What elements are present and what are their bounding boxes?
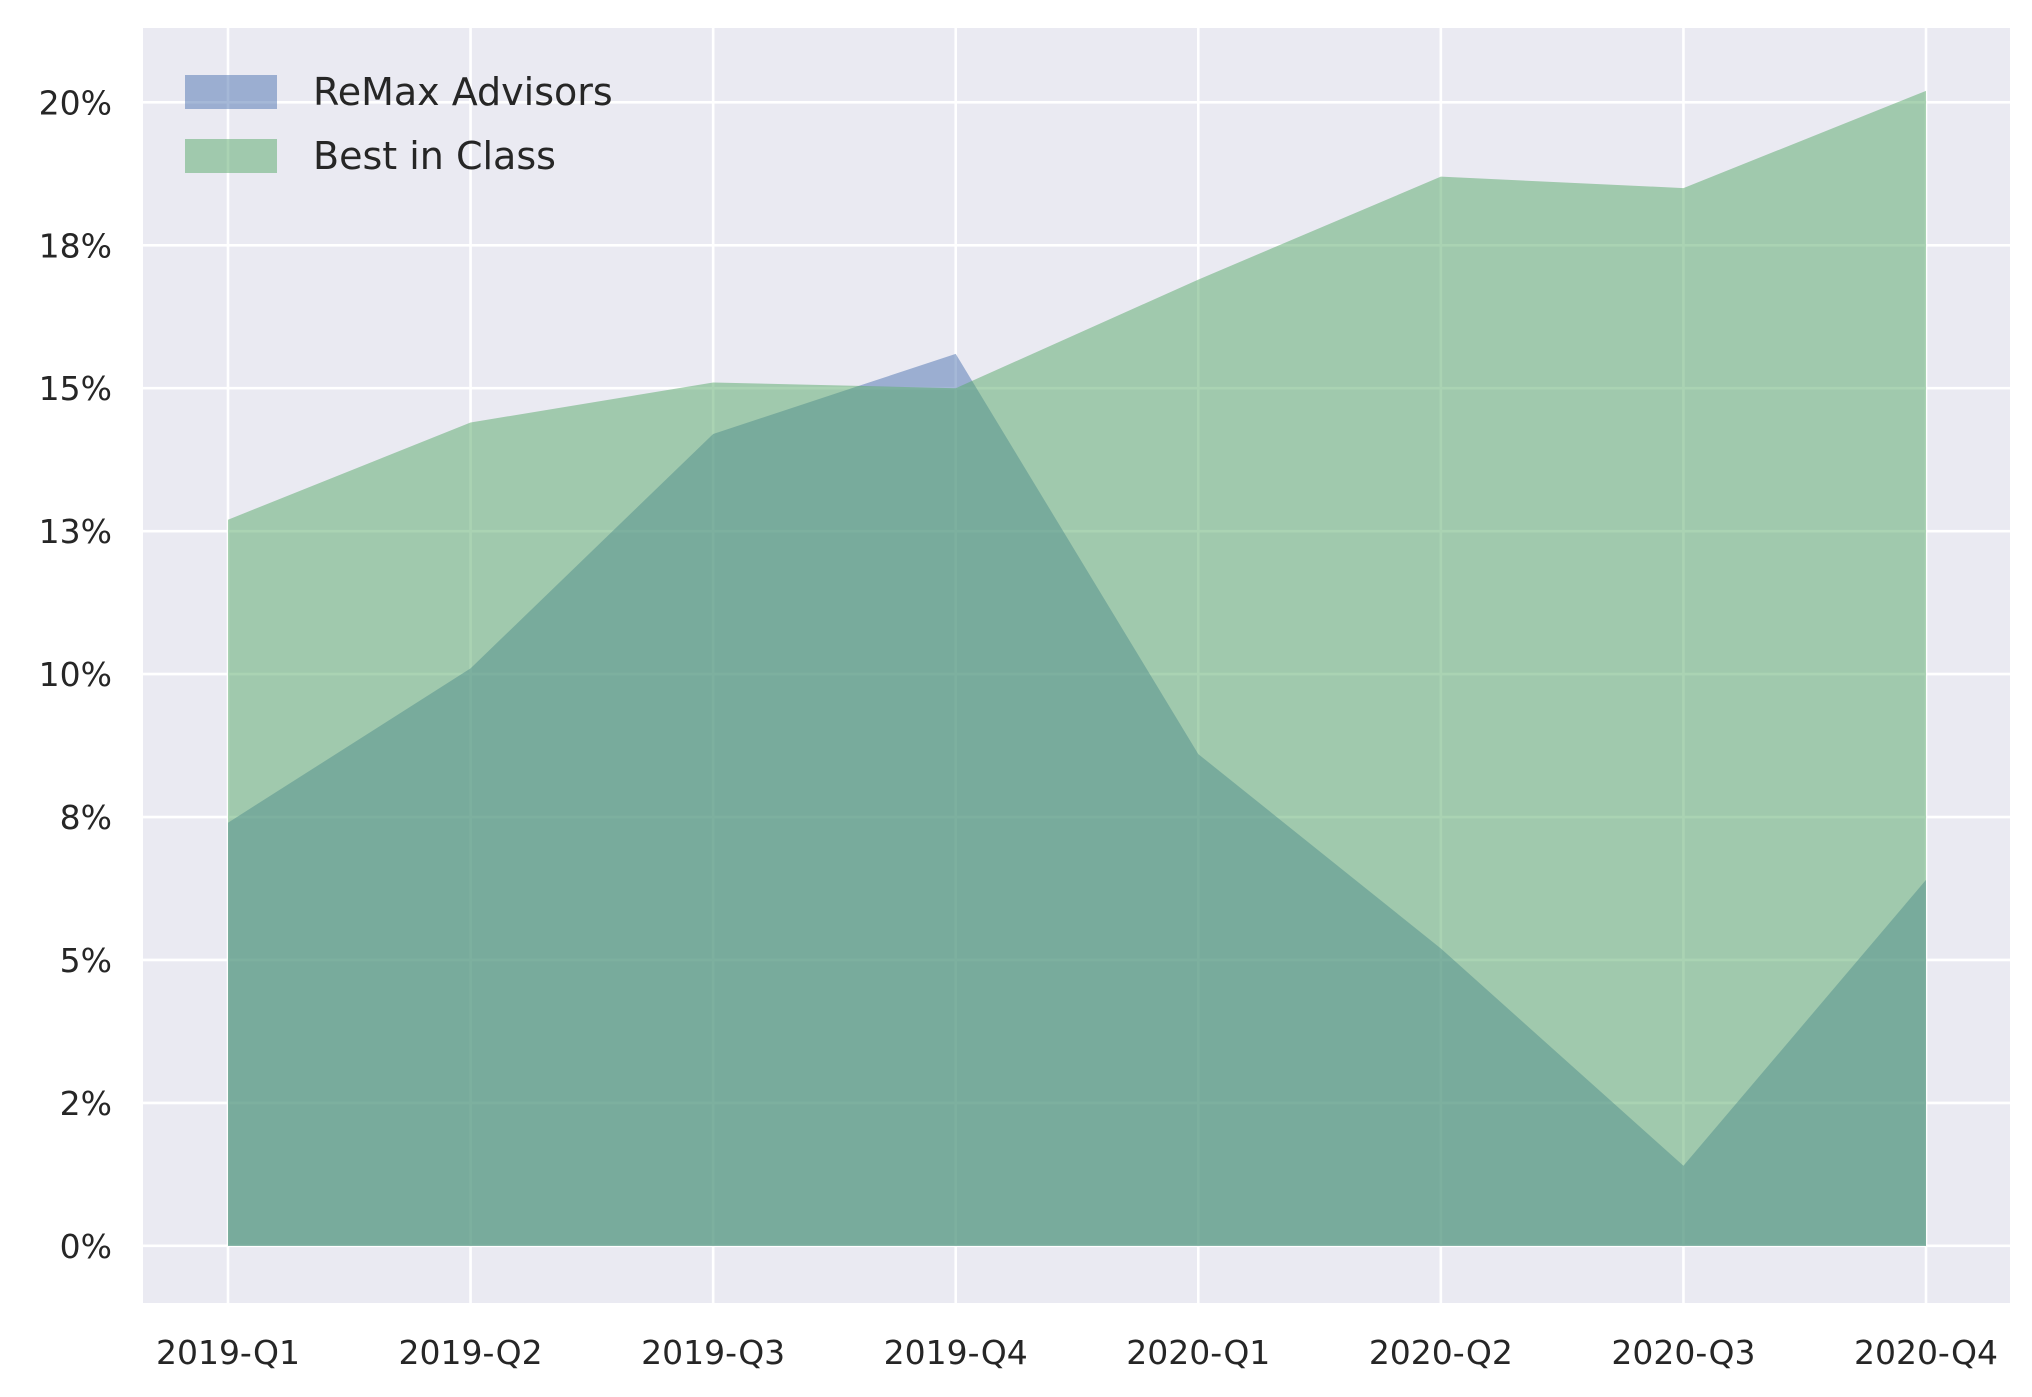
legend-label: ReMax Advisors	[313, 70, 613, 114]
y-tick-label: 8%	[60, 798, 112, 837]
legend: ReMax Advisors Best in Class	[185, 70, 613, 178]
legend-swatch	[185, 139, 277, 173]
x-tick-label: 2019-Q2	[399, 1333, 543, 1372]
legend-label: Best in Class	[313, 134, 556, 178]
x-tick-label: 2020-Q1	[1126, 1333, 1270, 1372]
area-best-in-class	[228, 90, 1926, 1246]
area-series	[228, 90, 1926, 1246]
y-tick-label: 13%	[39, 512, 112, 551]
x-axis-tick-labels: 2019-Q1 2019-Q2 2019-Q3 2019-Q4 2020-Q1 2020-…	[156, 1333, 1998, 1372]
x-tick-label: 2020-Q2	[1369, 1333, 1513, 1372]
y-tick-label: 18%	[39, 226, 112, 265]
y-tick-label: 20%	[39, 83, 112, 122]
y-tick-label: 10%	[39, 655, 112, 694]
x-tick-label: 2020-Q4	[1854, 1333, 1998, 1372]
y-axis-tick-labels: 0% 2% 5% 8% 10% 13% 15% 18% 20%	[39, 83, 112, 1265]
y-tick-label: 0%	[60, 1227, 112, 1266]
y-tick-label: 15%	[39, 369, 112, 408]
x-tick-label: 2020-Q3	[1611, 1333, 1755, 1372]
x-tick-label: 2019-Q4	[884, 1333, 1028, 1372]
y-tick-label: 2%	[60, 1084, 112, 1123]
x-tick-label: 2019-Q1	[156, 1333, 300, 1372]
legend-swatch	[185, 75, 277, 109]
y-tick-label: 5%	[60, 941, 112, 980]
x-tick-label: 2019-Q3	[641, 1333, 785, 1372]
